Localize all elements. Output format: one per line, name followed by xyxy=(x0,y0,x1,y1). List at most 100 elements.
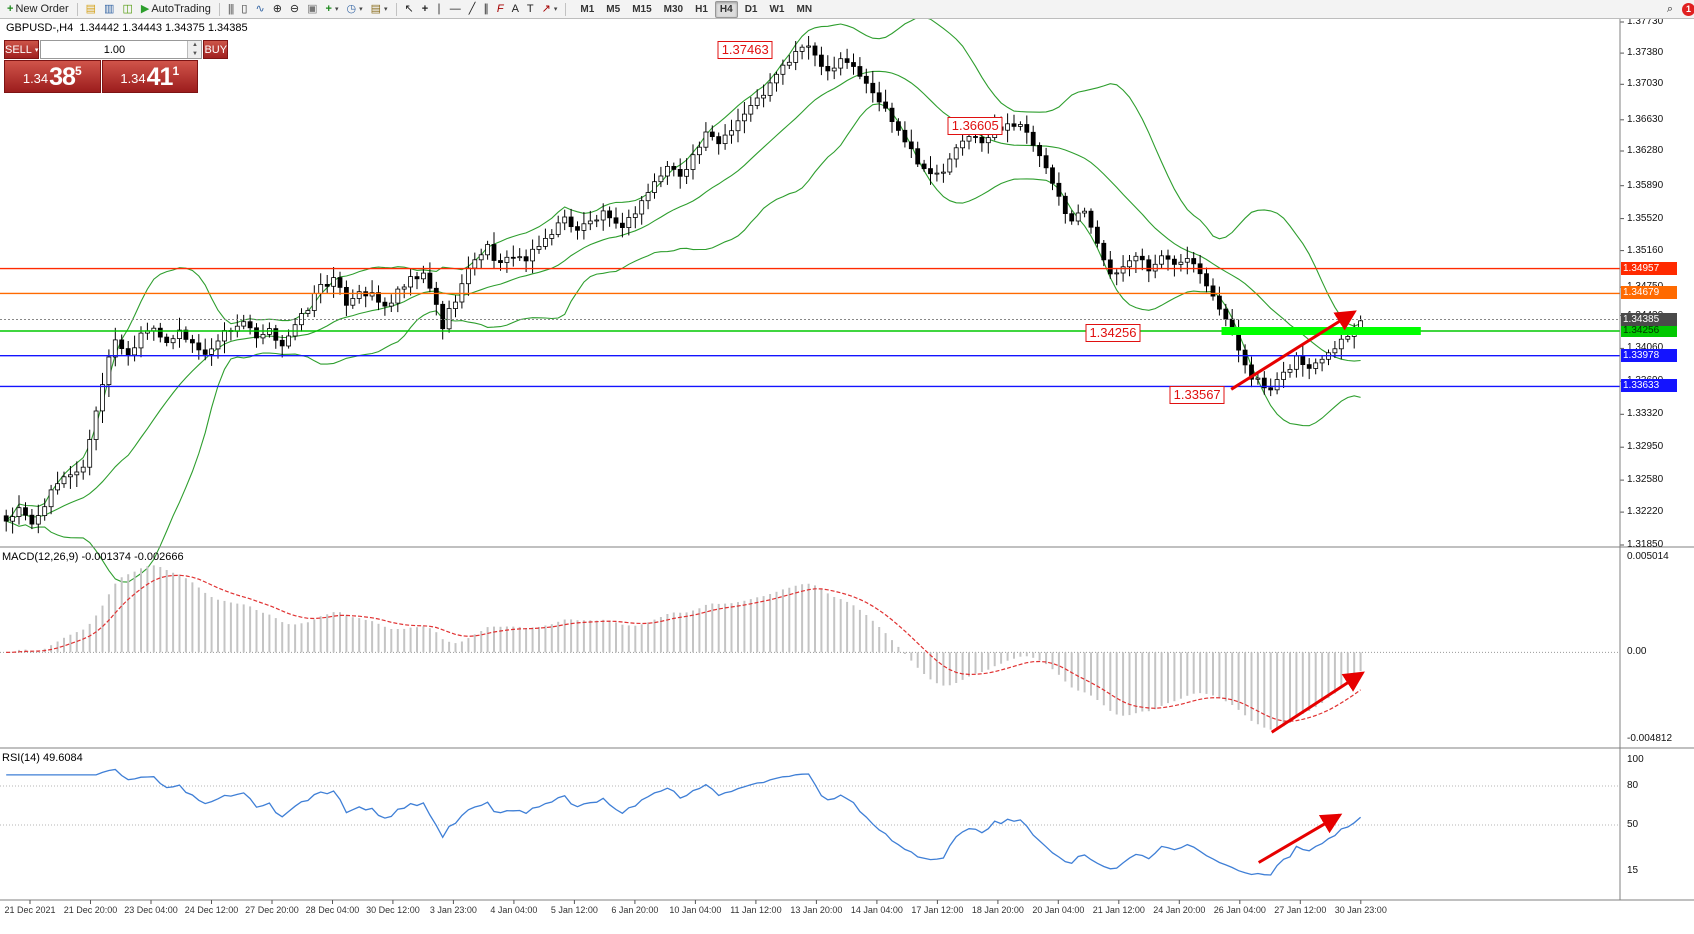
arrows-button[interactable]: ↗ ▾ xyxy=(538,0,562,18)
timeframe-w1[interactable]: W1 xyxy=(769,3,785,15)
chart-ohlc-values: 1.34442 1.34443 1.34375 1.34385 xyxy=(79,22,248,34)
line-chart-icon: ∿ xyxy=(255,2,265,15)
fibonacci-button[interactable]: F xyxy=(493,0,508,18)
timeframe-m1[interactable]: M1 xyxy=(580,3,595,15)
chevron-down-icon: ▾ xyxy=(553,6,558,13)
chart-symbol-period: GBPUSD-,H4 xyxy=(6,22,74,34)
data-window-button[interactable]: ▥ xyxy=(100,0,118,18)
buy-price-big: 41 xyxy=(146,63,174,91)
volume-box: ▲▼ xyxy=(40,40,203,59)
navigator-button[interactable]: ◫ xyxy=(118,0,136,18)
channel-icon: ∥ xyxy=(483,2,489,15)
sell-price-prefix: 1.34 xyxy=(22,71,49,86)
bar-chart-button[interactable]: ||| xyxy=(224,0,238,18)
indicators-plus-icon: + xyxy=(325,2,332,15)
buy-button[interactable]: BUY xyxy=(203,40,229,59)
cursor-button[interactable]: ↖ xyxy=(401,0,418,18)
crosshair-icon: + xyxy=(421,2,429,15)
search-button[interactable]: ⌕ xyxy=(1663,0,1677,18)
chevron-down-icon: ▾ xyxy=(334,6,339,13)
toolbar-right: ⌕ 1 xyxy=(1663,0,1694,18)
market-watch-button[interactable]: ▤ xyxy=(82,0,100,18)
chart-ohlc-readout: GBPUSD-,H4 1.34442 1.34443 1.34375 1.343… xyxy=(6,22,248,34)
clock-icon: ◷ xyxy=(346,2,357,15)
bar-chart-icon: ||| xyxy=(227,2,235,15)
timeframe-m5[interactable]: M5 xyxy=(606,3,621,15)
line-chart-button[interactable]: ∿ xyxy=(251,0,268,18)
timeframe-h1[interactable]: H1 xyxy=(695,3,708,15)
zoom-out-button[interactable]: ⊖ xyxy=(286,0,303,18)
sell-price-pip: 5 xyxy=(74,64,82,78)
volume-input[interactable] xyxy=(41,41,188,58)
text-icon: A xyxy=(511,2,519,15)
text-button[interactable]: A xyxy=(508,0,523,18)
market-watch-icon: ▤ xyxy=(85,2,97,15)
cursor-icon: ↖ xyxy=(404,2,414,15)
buy-label: BUY xyxy=(204,43,228,56)
indicators-button[interactable]: + ▾ xyxy=(322,0,343,18)
notification-badge[interactable]: 1 xyxy=(1682,2,1694,16)
main-chart-canvas[interactable] xyxy=(0,18,1694,934)
timeframe-h4[interactable]: H4 xyxy=(714,0,738,18)
templates-button[interactable]: ▤ ▾ xyxy=(367,0,392,18)
trade-top-row: SELL ▾ ▲▼ BUY xyxy=(4,40,229,59)
horizontal-line-icon: ― xyxy=(449,2,461,15)
templates-icon: ▤ xyxy=(370,2,382,15)
main-toolbar: + New Order ▤ ▥ ◫ ▶ AutoTrading ||| ▯ ∿ … xyxy=(0,0,1694,19)
timeframe-mn[interactable]: MN xyxy=(796,3,813,15)
stepper-up-icon[interactable]: ▲ xyxy=(188,41,202,50)
new-order-label: New Order xyxy=(15,3,69,15)
trendline-icon: ╱ xyxy=(468,2,476,15)
vertical-line-button[interactable]: ∣ xyxy=(432,0,446,18)
autotrading-label: AutoTrading xyxy=(151,3,211,15)
horizontal-line-button[interactable]: ― xyxy=(446,0,465,18)
chevron-down-icon: ▾ xyxy=(384,6,388,13)
zoom-in-icon: ⊕ xyxy=(272,2,282,15)
sell-label: SELL xyxy=(5,43,32,56)
buy-price-pip: 1 xyxy=(172,64,180,78)
zoom-in-button[interactable]: ⊕ xyxy=(269,0,286,18)
candlestick-icon: ▯ xyxy=(241,2,248,15)
candlestick-chart-button[interactable]: ▯ xyxy=(237,0,251,18)
periods-button[interactable]: ◷ ▾ xyxy=(343,0,367,18)
zoom-out-icon: ⊖ xyxy=(289,2,300,15)
data-window-icon: ▥ xyxy=(104,2,115,15)
timeframe-m15[interactable]: M15 xyxy=(632,3,652,15)
timeframe-group: M1 M5 M15 M30 H1 H4 D1 W1 MN xyxy=(574,0,818,18)
stepper-down-icon[interactable]: ▼ xyxy=(188,49,202,58)
timeframe-d1[interactable]: D1 xyxy=(744,3,758,15)
channel-button[interactable]: ∥ xyxy=(479,0,493,18)
timeframe-m30[interactable]: M30 xyxy=(663,3,684,15)
sell-button[interactable]: SELL ▾ xyxy=(4,40,40,59)
fibonacci-icon: F xyxy=(496,2,504,15)
search-icon: ⌕ xyxy=(1666,2,1673,15)
toolbar-separator xyxy=(76,2,78,16)
sell-price-button[interactable]: 1.34 38 5 xyxy=(4,60,101,93)
buy-price-button[interactable]: 1.34 41 1 xyxy=(101,60,198,93)
text-label-icon: T xyxy=(526,2,534,15)
volume-stepper[interactable]: ▲ ▼ xyxy=(187,41,202,58)
navigator-icon: ◫ xyxy=(122,2,133,15)
text-label-button[interactable]: T xyxy=(523,0,538,18)
tile-windows-button[interactable]: ▣ xyxy=(303,0,321,18)
toolbar-separator xyxy=(565,2,567,16)
tile-windows-icon: ▣ xyxy=(307,2,318,15)
sell-price-big: 38 xyxy=(49,63,76,91)
arrow-icon: ↗ xyxy=(541,2,551,15)
chart-region: 1.34957 1.34679 1.34256 1.33978 1.33633 1.343… xyxy=(0,16,1694,934)
chevron-down-icon: ▾ xyxy=(359,6,363,13)
vertical-line-icon: ∣ xyxy=(436,2,442,15)
buy-price-prefix: 1.34 xyxy=(120,71,146,86)
toolbar-separator xyxy=(395,2,397,16)
trade-price-row: 1.34 38 5 1.34 41 1 xyxy=(4,60,198,93)
new-order-icon: + xyxy=(7,2,14,15)
new-order-button[interactable]: + New Order xyxy=(3,0,73,18)
toolbar-separator xyxy=(218,2,220,16)
crosshair-button[interactable]: + xyxy=(418,0,432,18)
autotrading-play-icon: ▶ xyxy=(140,2,150,15)
one-click-trade-widget: SELL ▾ ▲▼ BUY 1.34 38 5 1.34 xyxy=(4,40,229,93)
autotrading-button[interactable]: ▶ AutoTrading xyxy=(137,0,215,18)
trendline-button[interactable]: ╱ xyxy=(465,0,480,18)
chevron-down-icon: ▾ xyxy=(34,46,39,54)
